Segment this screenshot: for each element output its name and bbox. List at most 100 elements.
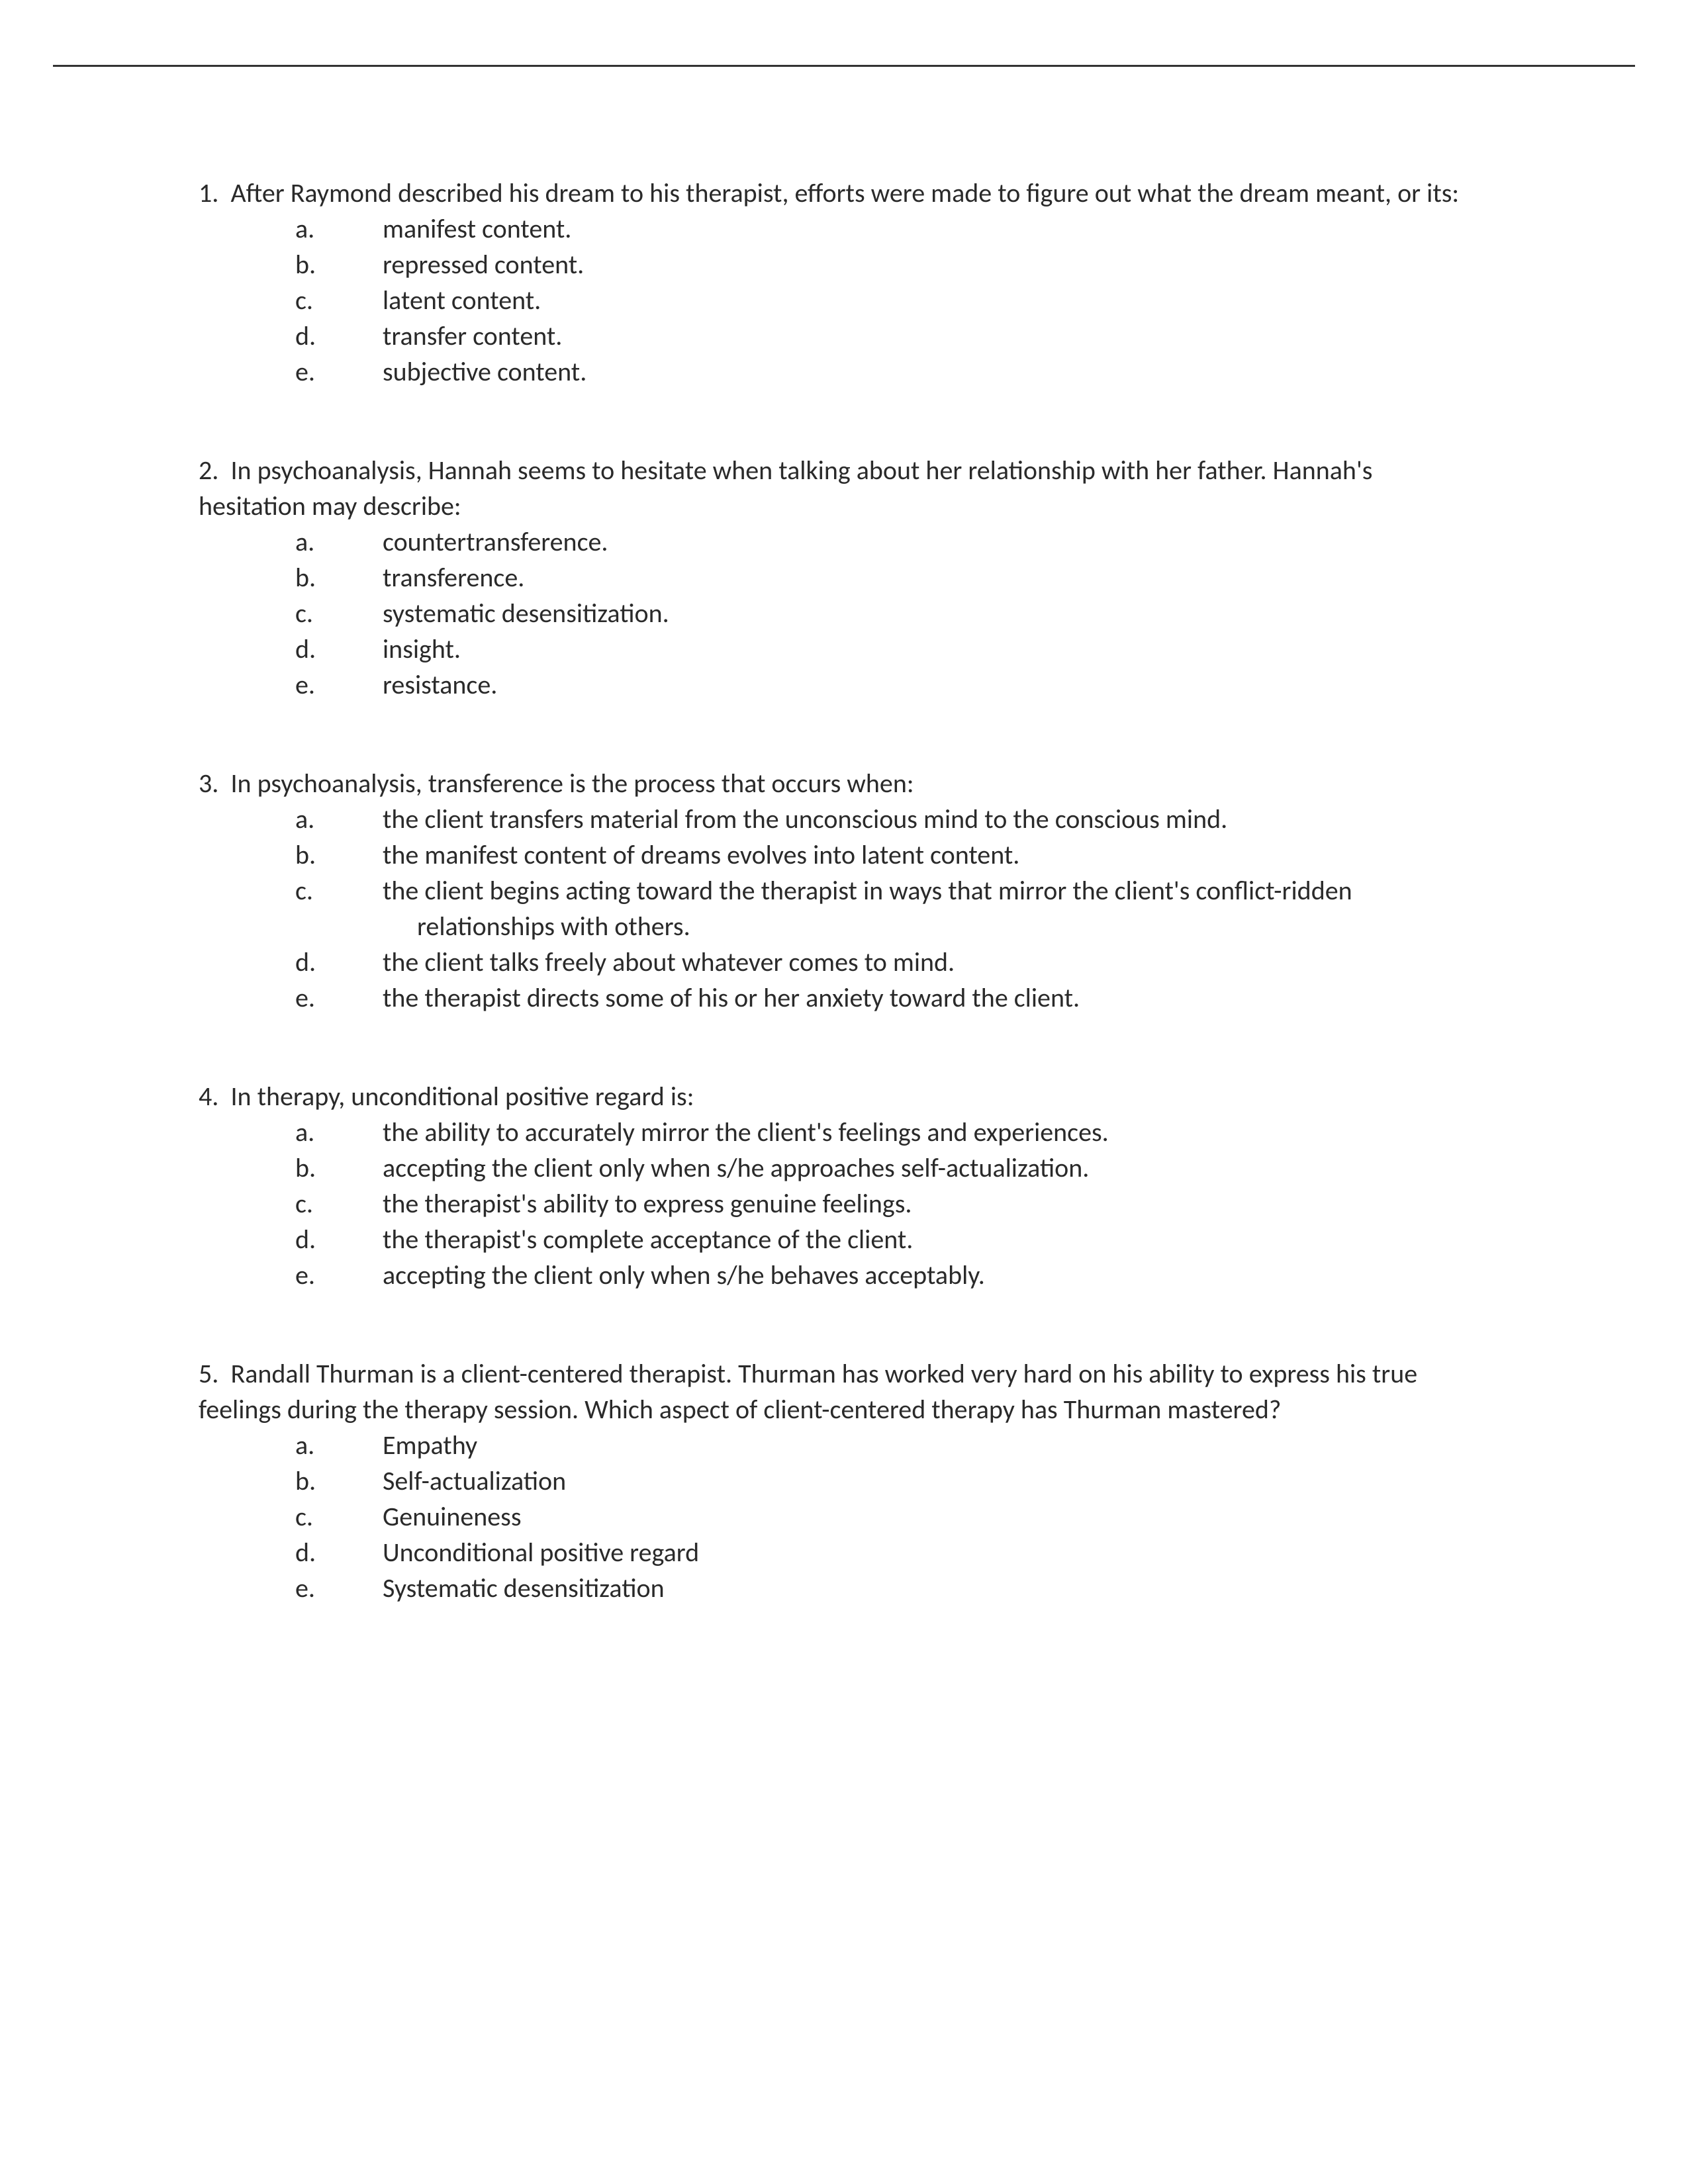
question-text: Randall Thurman is a client-centered the…: [199, 1357, 1417, 1426]
option-letter: d.: [295, 631, 332, 667]
option-row: a. manifest content.: [199, 211, 1483, 247]
question-options: a. countertransference. b. transference.…: [199, 524, 1483, 703]
option-row: d. the therapist's complete acceptance o…: [199, 1222, 1483, 1257]
option-text: insight.: [383, 631, 1483, 667]
question-stem: 5. Randall Thurman is a client-centered …: [199, 1356, 1483, 1428]
question-options: a. manifest content. b. repressed conten…: [199, 211, 1483, 390]
option-text: accepting the client only when s/he appr…: [383, 1150, 1483, 1186]
option-letter: b.: [295, 247, 332, 283]
question-stem: 4. In therapy, unconditional positive re…: [199, 1079, 1483, 1115]
option-text: resistance.: [383, 667, 1483, 703]
option-text: repressed content.: [383, 247, 1483, 283]
question-options: a. the client transfers material from th…: [199, 801, 1483, 1016]
question-number: 1.: [199, 177, 218, 209]
header-rule: [53, 65, 1635, 67]
option-text: the client talks freely about whatever c…: [383, 944, 1483, 980]
question-stem: 2. In psychoanalysis, Hannah seems to he…: [199, 453, 1483, 524]
option-row: c. the client begins acting toward the t…: [199, 873, 1483, 944]
option-text: transference.: [383, 560, 1483, 596]
option-row: d. the client talks freely about whateve…: [199, 944, 1483, 980]
option-text: the therapist directs some of his or her…: [383, 980, 1483, 1016]
option-letter: b.: [295, 1150, 332, 1186]
question-4: 4. In therapy, unconditional positive re…: [199, 1079, 1483, 1293]
option-text: accepting the client only when s/he beha…: [383, 1257, 1483, 1293]
option-row: a. Empathy: [199, 1428, 1483, 1463]
question-number: 3.: [199, 767, 218, 799]
option-text: Genuineness: [383, 1499, 1483, 1535]
question-1: 1. After Raymond described his dream to …: [199, 175, 1483, 390]
option-letter: a.: [295, 1115, 332, 1150]
option-text: countertransference.: [383, 524, 1483, 560]
option-text: systematic desensitization.: [383, 596, 1483, 631]
option-letter: d.: [295, 318, 332, 354]
option-letter: a.: [295, 211, 332, 247]
option-letter: a.: [295, 1428, 332, 1463]
question-5: 5. Randall Thurman is a client-centered …: [199, 1356, 1483, 1606]
question-options: a. Empathy b. Self-actualization c. Genu…: [199, 1428, 1483, 1606]
option-text: Empathy: [383, 1428, 1483, 1463]
option-letter: e.: [295, 980, 332, 1016]
option-text: Self-actualization: [383, 1463, 1483, 1499]
option-text: subjective content.: [383, 354, 1483, 390]
option-text: the therapist's complete acceptance of t…: [383, 1222, 1483, 1257]
option-letter: c.: [295, 283, 332, 318]
option-text: the ability to accurately mirror the cli…: [383, 1115, 1483, 1150]
option-row: b. the manifest content of dreams evolve…: [199, 837, 1483, 873]
option-row: c. latent content.: [199, 283, 1483, 318]
option-row: e. Systematic desensitization: [199, 1570, 1483, 1606]
option-row: b. transference.: [199, 560, 1483, 596]
option-row: d. transfer content.: [199, 318, 1483, 354]
option-letter: c.: [295, 873, 332, 944]
question-text: In psychoanalysis, transference is the p…: [230, 767, 914, 799]
question-2: 2. In psychoanalysis, Hannah seems to he…: [199, 453, 1483, 703]
question-options: a. the ability to accurately mirror the …: [199, 1115, 1483, 1293]
option-letter: c.: [295, 1499, 332, 1535]
question-text: In therapy, unconditional positive regar…: [230, 1080, 694, 1113]
option-text: Systematic desensitization: [383, 1570, 1483, 1606]
option-row: c. Genuineness: [199, 1499, 1483, 1535]
question-stem: 1. After Raymond described his dream to …: [199, 175, 1483, 211]
option-row: e. resistance.: [199, 667, 1483, 703]
question-stem: 3. In psychoanalysis, transference is th…: [199, 766, 1483, 801]
option-row: b. accepting the client only when s/he a…: [199, 1150, 1483, 1186]
option-letter: d.: [295, 944, 332, 980]
option-letter: e.: [295, 667, 332, 703]
option-letter: b.: [295, 1463, 332, 1499]
option-letter: b.: [295, 837, 332, 873]
question-3: 3. In psychoanalysis, transference is th…: [199, 766, 1483, 1016]
option-letter: e.: [295, 354, 332, 390]
option-letter: d.: [295, 1222, 332, 1257]
option-text: latent content.: [383, 283, 1483, 318]
option-text: the therapist's ability to express genui…: [383, 1186, 1483, 1222]
option-text: Unconditional positive regard: [383, 1535, 1483, 1570]
option-text: transfer content.: [383, 318, 1483, 354]
question-number: 5.: [199, 1357, 218, 1390]
option-letter: e.: [295, 1257, 332, 1293]
option-row: a. the client transfers material from th…: [199, 801, 1483, 837]
option-text: the manifest content of dreams evolves i…: [383, 837, 1483, 873]
option-text: the client transfers material from the u…: [383, 801, 1483, 837]
option-letter: e.: [295, 1570, 332, 1606]
option-letter: a.: [295, 524, 332, 560]
option-text: the client begins acting toward the ther…: [383, 873, 1483, 944]
option-row: e. the therapist directs some of his or …: [199, 980, 1483, 1016]
option-row: a. countertransference.: [199, 524, 1483, 560]
option-letter: a.: [295, 801, 332, 837]
option-row: e. accepting the client only when s/he b…: [199, 1257, 1483, 1293]
option-letter: c.: [295, 1186, 332, 1222]
option-text: manifest content.: [383, 211, 1483, 247]
content-area: 1. After Raymond described his dream to …: [199, 175, 1483, 1606]
option-row: d. Unconditional positive regard: [199, 1535, 1483, 1570]
option-row: b. repressed content.: [199, 247, 1483, 283]
question-text: After Raymond described his dream to his…: [230, 177, 1459, 209]
option-row: a. the ability to accurately mirror the …: [199, 1115, 1483, 1150]
option-row: e. subjective content.: [199, 354, 1483, 390]
question-number: 2.: [199, 454, 218, 486]
option-row: c. the therapist's ability to express ge…: [199, 1186, 1483, 1222]
option-letter: b.: [295, 560, 332, 596]
option-row: c. systematic desensitization.: [199, 596, 1483, 631]
option-letter: c.: [295, 596, 332, 631]
question-text: In psychoanalysis, Hannah seems to hesit…: [199, 454, 1372, 522]
question-number: 4.: [199, 1080, 218, 1113]
option-letter: d.: [295, 1535, 332, 1570]
